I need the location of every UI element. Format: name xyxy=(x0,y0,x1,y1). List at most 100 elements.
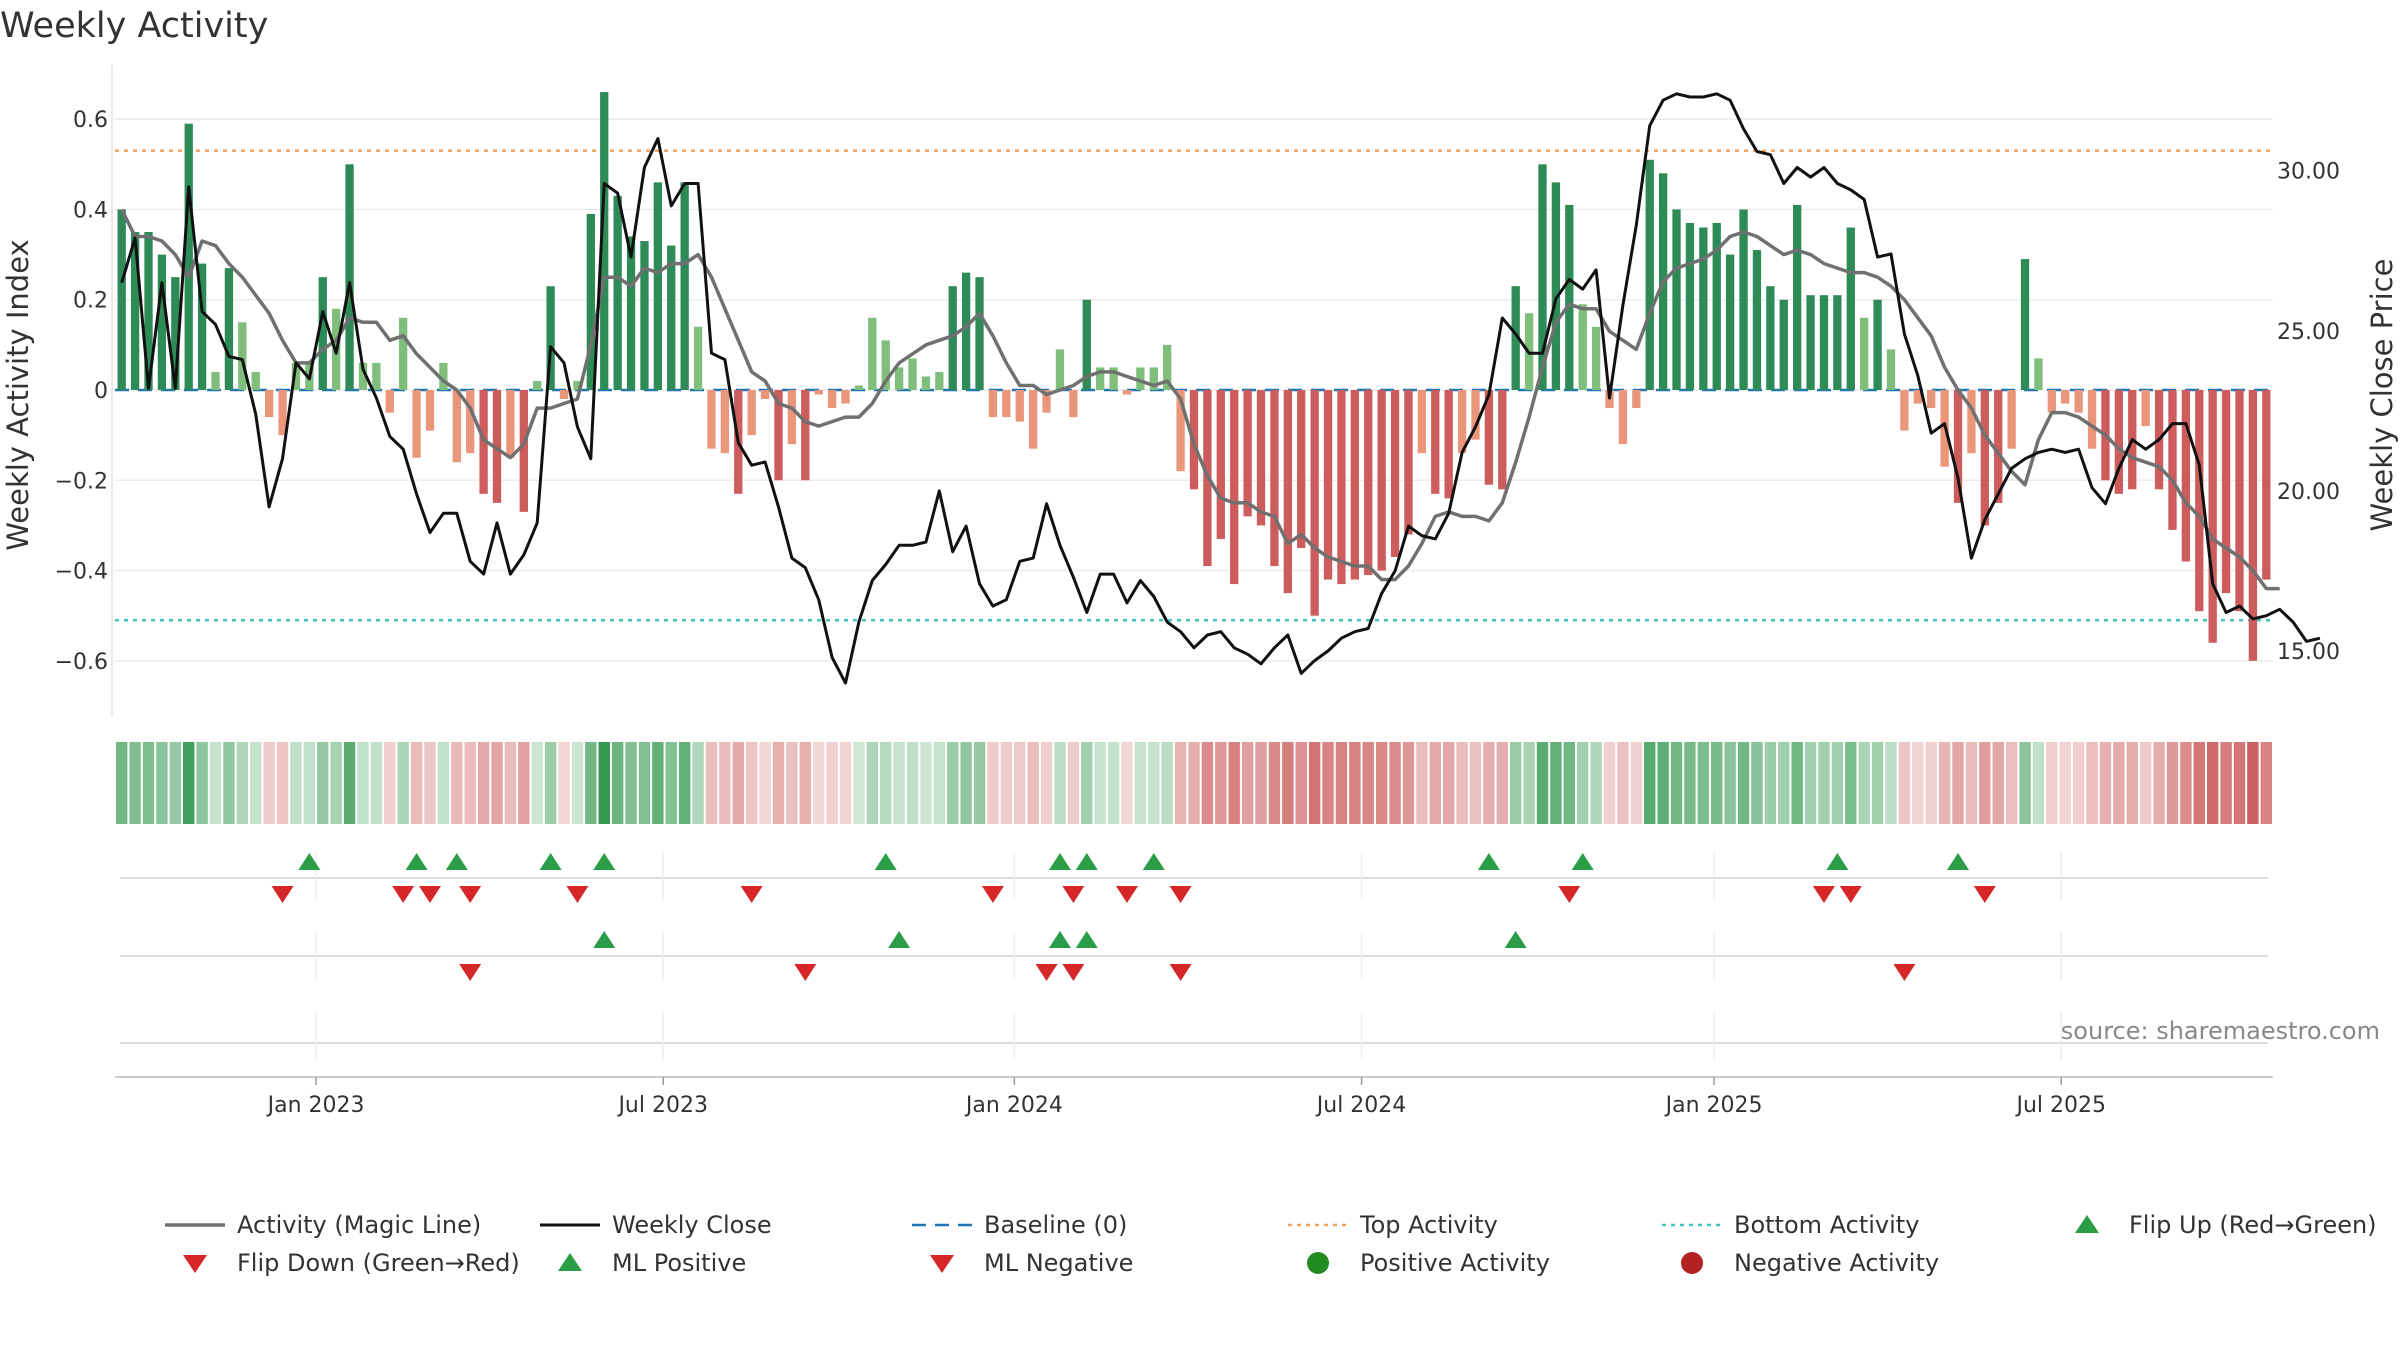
strip-cell xyxy=(2113,742,2125,824)
legend-item: Negative Activity xyxy=(1681,1249,1939,1277)
flip-up-marker xyxy=(298,853,321,870)
activity-bar xyxy=(224,268,234,390)
strip-cell xyxy=(250,742,262,824)
strip-cell xyxy=(732,742,744,824)
activity-bar xyxy=(1270,390,1279,567)
legend-swatch xyxy=(1307,1252,1329,1274)
strip-cell xyxy=(2206,742,2219,824)
activity-bar xyxy=(1230,390,1239,585)
activity-bar xyxy=(1149,367,1158,390)
strip-cell xyxy=(1349,742,1361,824)
strip-cell xyxy=(2032,742,2045,824)
strip-cell xyxy=(437,742,450,824)
strip-cell xyxy=(1563,742,1576,824)
magic-line xyxy=(120,208,2280,591)
strip-cell xyxy=(397,742,409,824)
ml-positive-marker xyxy=(1504,931,1527,948)
grid-layer xyxy=(115,118,2273,662)
activity-bar xyxy=(238,322,247,390)
ml-positive-marker xyxy=(593,931,616,948)
activity-bar xyxy=(533,380,542,390)
legend-item: Flip Down (Green→Red) xyxy=(183,1249,520,1277)
legend-label: ML Negative xyxy=(984,1249,1133,1277)
strip-cell xyxy=(1148,742,1160,824)
flip-down-marker xyxy=(271,886,294,903)
strip-cell xyxy=(2233,742,2246,824)
activity-bar xyxy=(1913,390,1922,404)
legend-label: Activity (Magic Line) xyxy=(237,1211,481,1239)
strip-cell xyxy=(1121,742,1133,824)
x-tick-label: Jul 2025 xyxy=(2014,1093,2106,1118)
flip-up-marker xyxy=(1477,853,1500,870)
strip-cell xyxy=(464,742,476,824)
activity-bar xyxy=(251,371,260,390)
legend-label: Bottom Activity xyxy=(1734,1211,1919,1239)
ml-negative-marker xyxy=(459,964,482,981)
strip-cell xyxy=(1536,742,1549,824)
flip-down-marker xyxy=(1812,886,1835,903)
strip-cell xyxy=(1885,742,1897,824)
strip-cell xyxy=(1617,742,1629,824)
legend-label: Baseline (0) xyxy=(984,1211,1127,1239)
legend-swatch xyxy=(183,1255,207,1273)
activity-bar xyxy=(2235,390,2244,612)
legend-item: ML Negative xyxy=(930,1249,1133,1277)
activity-bar xyxy=(707,390,716,449)
flip-down-marker xyxy=(740,886,763,903)
activity-bar xyxy=(1029,390,1038,449)
activity-bar xyxy=(1591,326,1601,390)
y-tick-label: 0.6 xyxy=(73,108,108,133)
activity-bar xyxy=(988,390,998,418)
activity-bar xyxy=(961,272,971,390)
strip-cell xyxy=(1577,742,1589,824)
flip-down-marker xyxy=(418,886,441,903)
strip-cell xyxy=(223,742,235,824)
strip-cell xyxy=(451,742,463,824)
activity-bar xyxy=(881,340,890,390)
legend-item: Positive Activity xyxy=(1307,1249,1550,1277)
activity-bar xyxy=(211,371,220,390)
y-tick-label: 0.4 xyxy=(73,198,108,223)
activity-bar xyxy=(184,123,193,391)
strip-cell xyxy=(544,742,557,824)
strip-cell xyxy=(330,742,342,824)
ml-positive-marker xyxy=(1075,931,1098,948)
strip-cell xyxy=(1107,742,1120,824)
activity-bar xyxy=(720,390,730,454)
signal-panels xyxy=(120,852,2268,1060)
activity-bar xyxy=(1002,390,1011,418)
activity-bar xyxy=(1350,390,1359,580)
strip-cell xyxy=(1925,742,1937,824)
legend-item: ML Positive xyxy=(558,1249,746,1277)
activity-bar xyxy=(372,362,381,390)
activity-bar xyxy=(827,390,837,409)
strip-cell xyxy=(812,742,825,824)
flip-up-marker xyxy=(1048,853,1071,870)
strip-cell xyxy=(585,742,597,824)
strip-cell xyxy=(1550,742,1562,824)
source-label: source: sharemaestro.com xyxy=(2061,1017,2380,1045)
strip-cell xyxy=(1241,742,1254,824)
activity-bar xyxy=(1310,390,1319,616)
strip-cell xyxy=(1751,742,1763,824)
strip-cell xyxy=(1416,742,1428,824)
activity-bar xyxy=(264,390,274,418)
strip-cell xyxy=(343,742,356,824)
strip-cell xyxy=(1791,742,1803,824)
activity-bar xyxy=(975,277,984,390)
strip-cell xyxy=(518,742,530,824)
strip-cell xyxy=(424,742,436,824)
strip-cell xyxy=(1375,742,1388,824)
activity-bar xyxy=(1323,390,1333,580)
strip-cell xyxy=(1027,742,1039,824)
ml-positive-marker xyxy=(1048,931,1071,948)
activity-bar xyxy=(2248,390,2258,661)
strip-cell xyxy=(410,742,423,824)
activity-bar xyxy=(573,380,582,390)
strip-cell xyxy=(1362,742,1374,824)
legend-label: Positive Activity xyxy=(1360,1249,1550,1277)
activity-bar xyxy=(1377,390,1386,571)
weekly-close-line xyxy=(120,92,2321,685)
strip-cell xyxy=(236,742,249,824)
